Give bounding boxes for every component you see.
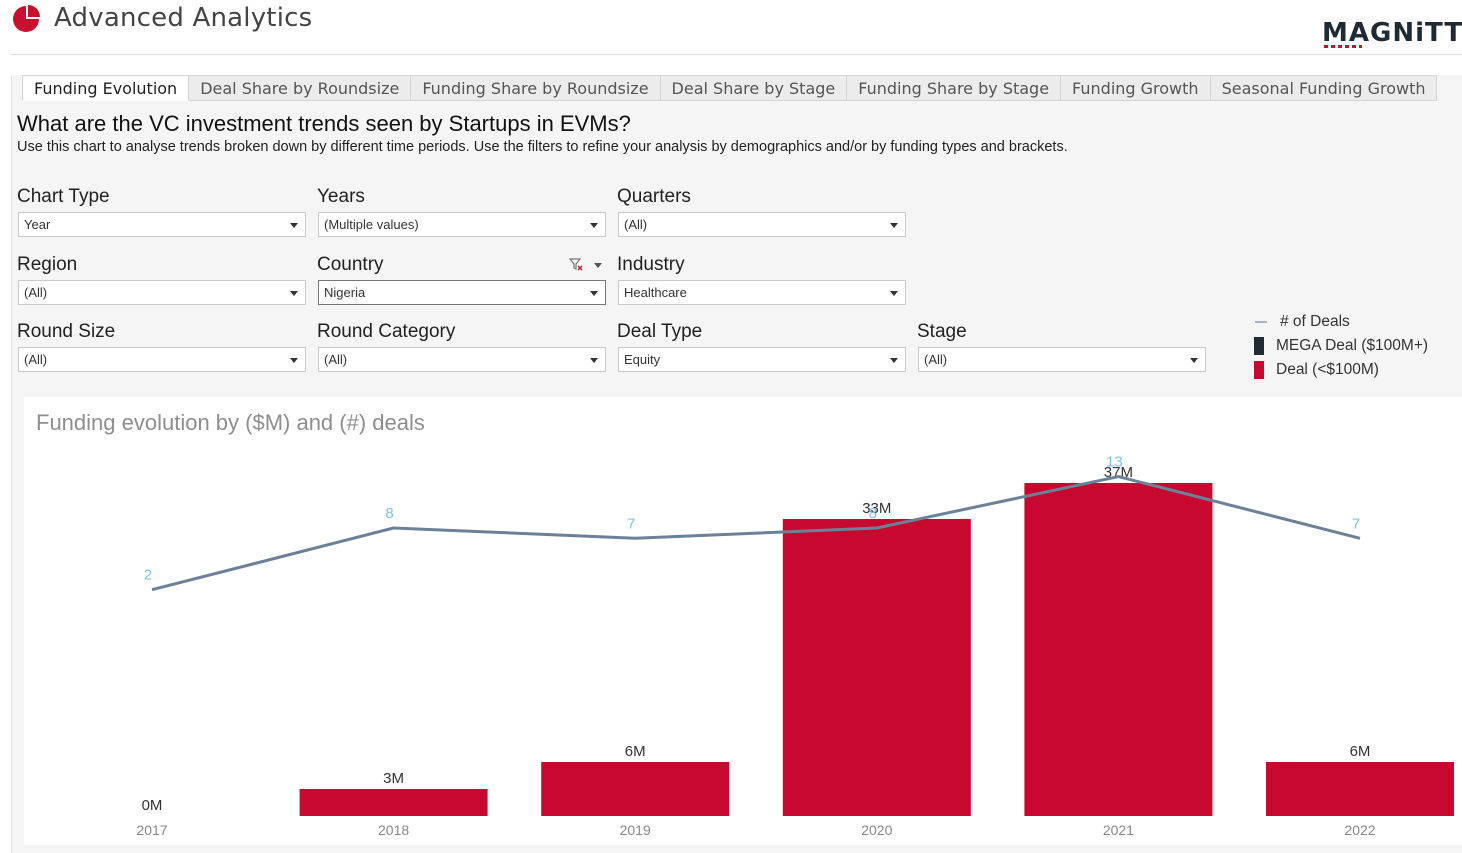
deal-type-value: Equity	[624, 352, 661, 367]
bar-label-2019: 6M	[625, 743, 646, 760]
x-tick-2020: 2020	[861, 822, 892, 838]
round-category-label: Round Category	[317, 321, 456, 342]
chevron-down-icon	[890, 223, 898, 228]
legend-mega-label: MEGA Deal ($100M+)	[1276, 337, 1429, 354]
region-label: Region	[17, 254, 78, 275]
deal-count-label-2022: 7	[1352, 515, 1360, 532]
bar-label-2020: 33M	[862, 500, 891, 517]
page-description: Use this chart to analyse trends broken …	[17, 139, 1068, 155]
brand-logo: MAGNiTT	[1322, 18, 1462, 48]
round-size-label: Round Size	[17, 321, 116, 342]
clear-filter-icon[interactable]	[569, 258, 583, 271]
chevron-down-icon	[290, 223, 298, 228]
tab-deal-share-by-roundsize[interactable]: Deal Share by Roundsize	[189, 75, 412, 101]
chevron-down-icon	[890, 358, 898, 363]
mega-swatch-icon	[1254, 337, 1264, 355]
country-value: Nigeria	[324, 285, 366, 300]
chart-card	[24, 397, 1462, 845]
x-tick-2022: 2022	[1344, 822, 1375, 838]
stage-select[interactable]: (All)	[918, 347, 1206, 372]
x-tick-2019: 2019	[620, 822, 651, 838]
stage-label: Stage	[917, 321, 967, 342]
years-label: Years	[317, 186, 365, 207]
quarters-select[interactable]: (All)	[618, 212, 906, 237]
bar-2019[interactable]	[541, 762, 730, 816]
tab-funding-share-by-roundsize[interactable]: Funding Share by Roundsize	[411, 75, 661, 101]
chart-type-label: Chart Type	[17, 186, 110, 207]
region-value: (All)	[24, 285, 48, 300]
bar-2020[interactable]	[782, 519, 971, 816]
quarters-label: Quarters	[617, 186, 691, 207]
bar-label-2017: 0M	[142, 797, 163, 814]
chevron-down-icon	[890, 291, 898, 296]
chart-legend: # of Deals MEGA Deal ($100M+) Deal (<$10…	[1254, 310, 1454, 382]
tab-funding-share-by-stage[interactable]: Funding Share by Stage	[847, 75, 1062, 101]
deal-swatch-icon	[1254, 361, 1264, 379]
bar-2018[interactable]	[299, 789, 488, 816]
deal-count-label-2017: 2	[144, 567, 152, 584]
deal-count-label-2021: 13	[1106, 454, 1123, 471]
deal-count-label-2020: 8	[869, 505, 877, 522]
app-title: Advanced Analytics	[54, 3, 313, 33]
industry-select[interactable]: Healthcare	[618, 280, 906, 305]
x-tick-2018: 2018	[378, 822, 409, 838]
years-value: (Multiple values)	[324, 217, 419, 232]
country-select[interactable]: Nigeria	[318, 280, 606, 305]
x-tick-2021: 2021	[1103, 822, 1134, 838]
legend-deal-label: Deal (<$100M)	[1276, 361, 1379, 378]
round-category-value: (All)	[324, 352, 348, 367]
chart-type-select[interactable]: Year	[18, 212, 306, 237]
deal-count-label-2018: 8	[385, 505, 393, 522]
deal-type-label: Deal Type	[617, 321, 703, 342]
deal-type-select[interactable]: Equity	[618, 347, 906, 372]
tab-funding-evolution[interactable]: Funding Evolution	[22, 75, 190, 101]
deal-count-label-2019: 7	[627, 515, 635, 532]
legend-item-deal[interactable]: Deal (<$100M)	[1254, 358, 1454, 382]
bar-label-2018: 3M	[383, 770, 404, 787]
tab-deal-share-by-stage[interactable]: Deal Share by Stage	[660, 75, 848, 101]
quarters-value: (All)	[624, 217, 648, 232]
round-category-select[interactable]: (All)	[318, 347, 606, 372]
page-question: What are the VC investment trends seen b…	[17, 111, 631, 136]
round-size-value: (All)	[24, 352, 48, 367]
line-swatch-icon	[1255, 321, 1267, 323]
x-tick-2017: 2017	[136, 822, 167, 838]
analytics-pie-icon	[13, 5, 40, 32]
legend-deals-label: # of Deals	[1280, 313, 1350, 330]
bar-label-2022: 6M	[1350, 743, 1371, 760]
stage-value: (All)	[924, 352, 948, 367]
legend-item-mega[interactable]: MEGA Deal ($100M+)	[1254, 334, 1454, 358]
legend-item-deals[interactable]: # of Deals	[1254, 310, 1454, 334]
chevron-down-icon	[290, 358, 298, 363]
deals-count-line	[151, 475, 1361, 592]
brand-name: MAGNiTT	[1322, 18, 1462, 48]
filter-menu-icon[interactable]	[594, 263, 602, 268]
chart-type-value: Year	[24, 217, 51, 232]
tab-seasonal-funding-growth[interactable]: Seasonal Funding Growth	[1210, 75, 1438, 101]
years-select[interactable]: (Multiple values)	[318, 212, 606, 237]
region-select[interactable]: (All)	[18, 280, 306, 305]
industry-value: Healthcare	[624, 285, 687, 300]
brand-dots	[1324, 45, 1362, 48]
bar-2021[interactable]	[1024, 483, 1213, 816]
app-header: Advanced Analytics MAGNiTT	[0, 0, 1462, 54]
chevron-down-icon	[290, 291, 298, 296]
chevron-down-icon	[590, 223, 598, 228]
chevron-down-icon	[1190, 358, 1198, 363]
tab-funding-growth[interactable]: Funding Growth	[1061, 75, 1211, 101]
chevron-down-icon	[590, 291, 598, 296]
country-label: Country	[317, 254, 384, 275]
bar-2022[interactable]	[1266, 762, 1454, 816]
chevron-down-icon	[590, 358, 598, 363]
chart-title: Funding evolution by ($M) and (#) deals	[36, 410, 425, 435]
industry-label: Industry	[617, 254, 685, 275]
header-divider	[10, 54, 1462, 55]
tab-bar: Funding Evolution Deal Share by Roundsiz…	[22, 75, 1438, 101]
round-size-select[interactable]: (All)	[18, 347, 306, 372]
